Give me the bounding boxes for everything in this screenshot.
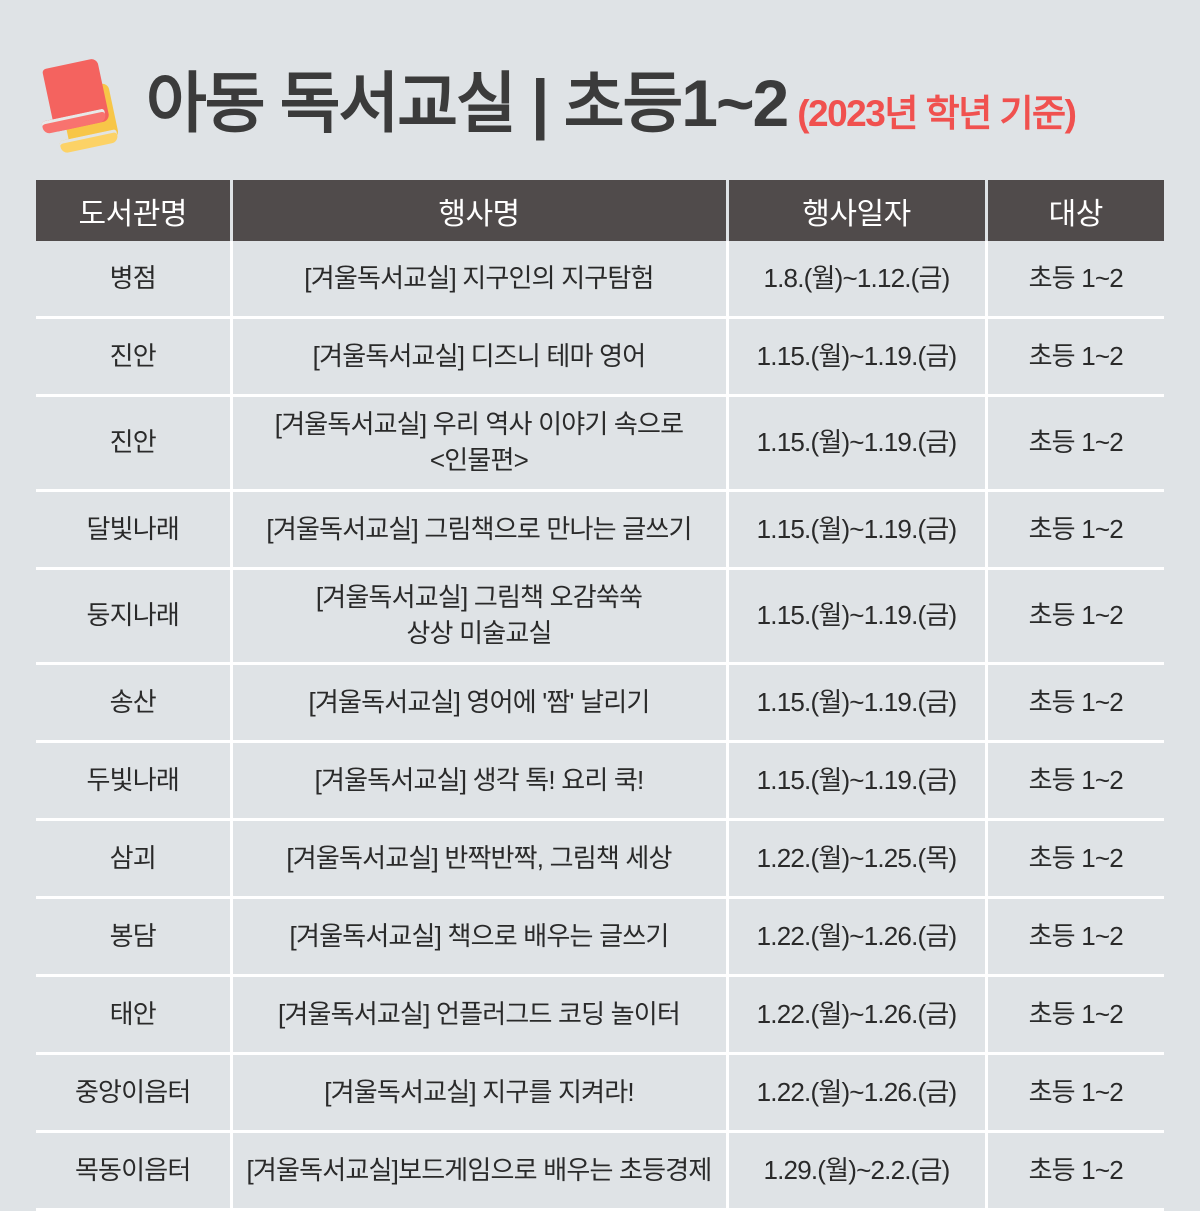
cell-event: [겨울독서교실] 반짝반짝, 그림책 세상 — [231, 819, 729, 899]
cell-event: [겨울독서교실] 그림책으로 만나는 글쓰기 — [231, 490, 729, 570]
page-title-main: 아동 독서교실 | 초등1~2 — [146, 66, 789, 140]
table-row: 둥지나래 [겨울독서교실] 그림책 오감쑥쑥 상상 미술교실 1.15.(월)~1.1… — [36, 568, 1164, 665]
cell-library: 봉담 — [36, 897, 233, 977]
schedule-table: 도서관명 행사명 행사일자 대상 병점 [겨울독서교실] 지구인의 지구탐험 1.8… — [36, 180, 1164, 1211]
table-row: 두빛나래 [겨울독서교실] 생각 톡! 요리 쿡! 1.15.(월)~1.19.(금… — [36, 741, 1164, 821]
stacked-books-icon — [36, 57, 132, 154]
cell-event: [겨울독서교실] 디즈니 테마 영어 — [231, 317, 729, 397]
cell-date: 1.15.(월)~1.19.(금) — [727, 490, 988, 570]
column-header-event: 행사명 — [231, 180, 729, 241]
event-line-2: 상상 미술교실 — [406, 618, 552, 648]
cell-event: [겨울독서교실] 지구를 지켜라! — [231, 1053, 729, 1133]
table-row: 삼괴 [겨울독서교실] 반짝반짝, 그림책 세상 1.22.(월)~1.25.(목)… — [36, 819, 1164, 899]
cell-library: 두빛나래 — [36, 741, 233, 821]
cell-event: [겨울독서교실]보드게임으로 배우는 초등경제 — [231, 1131, 729, 1211]
cell-library: 진안 — [36, 395, 233, 492]
schedule-table-container: 도서관명 행사명 행사일자 대상 병점 [겨울독서교실] 지구인의 지구탐험 1.8… — [36, 180, 1164, 1211]
cell-date: 1.22.(월)~1.26.(금) — [727, 975, 988, 1055]
cell-event: [겨울독서교실] 영어에 '짬' 날리기 — [231, 663, 729, 743]
column-header-library: 도서관명 — [36, 180, 233, 241]
event-line-1: [겨울독서교실] 책으로 배우는 글쓰기 — [289, 920, 670, 951]
page-header: 아동 독서교실 | 초등1~2 (2023년 학년 기준) — [36, 48, 1164, 158]
event-line-1: [겨울독서교실] 우리 역사 이야기 속으로 — [274, 409, 684, 440]
cell-event: [겨울독서교실] 언플러그드 코딩 놀이터 — [231, 975, 729, 1055]
cell-library: 삼괴 — [36, 819, 233, 899]
table-row: 중앙이음터 [겨울독서교실] 지구를 지켜라! 1.22.(월)~1.26.(금) 초… — [36, 1053, 1164, 1133]
table-row: 송산 [겨울독서교실] 영어에 '짬' 날리기 1.15.(월)~1.19.(금) 초… — [36, 663, 1164, 743]
event-line-1: [겨울독서교실] 반짝반짝, 그림책 세상 — [286, 842, 672, 873]
event-line-1: [겨울독서교실] 생각 톡! 요리 쿡! — [314, 764, 645, 795]
cell-library: 둥지나래 — [36, 568, 233, 665]
table-body: 병점 [겨울독서교실] 지구인의 지구탐험 1.8.(월)~1.12.(금) 초등 1… — [36, 241, 1164, 1211]
event-line-1: [겨울독서교실] 언플러그드 코딩 놀이터 — [277, 998, 681, 1029]
cell-date: 1.15.(월)~1.19.(금) — [727, 395, 988, 492]
cell-target: 초등 1~2 — [986, 663, 1164, 743]
cell-library: 목동이음터 — [36, 1131, 233, 1211]
cell-target: 초등 1~2 — [986, 395, 1164, 492]
cell-target: 초등 1~2 — [986, 1131, 1164, 1211]
cell-target: 초등 1~2 — [986, 241, 1164, 319]
cell-library: 달빛나래 — [36, 490, 233, 570]
cell-date: 1.15.(월)~1.19.(금) — [727, 663, 988, 743]
table-row: 진안 [겨울독서교실] 디즈니 테마 영어 1.15.(월)~1.19.(금) 초등 … — [36, 317, 1164, 397]
cell-target: 초등 1~2 — [986, 490, 1164, 570]
cell-event: [겨울독서교실] 생각 톡! 요리 쿡! — [231, 741, 729, 821]
cell-date: 1.8.(월)~1.12.(금) — [727, 241, 988, 319]
cell-library: 송산 — [36, 663, 233, 743]
cell-target: 초등 1~2 — [986, 317, 1164, 397]
table-row: 태안 [겨울독서교실] 언플러그드 코딩 놀이터 1.22.(월)~1.26.(금)… — [36, 975, 1164, 1055]
cell-event: [겨울독서교실] 지구인의 지구탐험 — [231, 241, 729, 319]
event-line-1: [겨울독서교실] 디즈니 테마 영어 — [312, 340, 646, 371]
event-line-1: [겨울독서교실]보드게임으로 배우는 초등경제 — [246, 1154, 713, 1185]
event-line-1: [겨울독서교실] 그림책 오감쑥쑥 — [315, 582, 643, 613]
cell-target: 초등 1~2 — [986, 741, 1164, 821]
cell-library: 진안 — [36, 317, 233, 397]
table-header: 도서관명 행사명 행사일자 대상 — [36, 180, 1164, 241]
cell-event: [겨울독서교실] 책으로 배우는 글쓰기 — [231, 897, 729, 977]
cell-date: 1.22.(월)~1.26.(금) — [727, 897, 988, 977]
cell-library: 태안 — [36, 975, 233, 1055]
cell-date: 1.22.(월)~1.25.(목) — [727, 819, 988, 899]
cell-target: 초등 1~2 — [986, 897, 1164, 977]
event-line-1: [겨울독서교실] 지구를 지켜라! — [324, 1076, 634, 1107]
table-row: 봉담 [겨울독서교실] 책으로 배우는 글쓰기 1.22.(월)~1.26.(금) 초… — [36, 897, 1164, 977]
table-header-row: 도서관명 행사명 행사일자 대상 — [36, 180, 1164, 241]
cell-target: 초등 1~2 — [986, 1053, 1164, 1133]
table-row: 진안 [겨울독서교실] 우리 역사 이야기 속으로 <인물편> 1.15.(월)~1.… — [36, 395, 1164, 492]
cell-date: 1.22.(월)~1.26.(금) — [727, 1053, 988, 1133]
event-line-1: [겨울독서교실] 그림책으로 만나는 글쓰기 — [266, 513, 692, 544]
cell-library: 중앙이음터 — [36, 1053, 233, 1133]
cell-date: 1.15.(월)~1.19.(금) — [727, 317, 988, 397]
table-row: 병점 [겨울독서교실] 지구인의 지구탐험 1.8.(월)~1.12.(금) 초등 1… — [36, 241, 1164, 319]
cell-target: 초등 1~2 — [986, 819, 1164, 899]
page-title: 아동 독서교실 | 초등1~2 (2023년 학년 기준) — [146, 66, 1077, 140]
cell-library: 병점 — [36, 241, 233, 319]
cell-target: 초등 1~2 — [986, 568, 1164, 665]
event-line-2: <인물편> — [429, 445, 529, 475]
cell-date: 1.15.(월)~1.19.(금) — [727, 568, 988, 665]
cell-date: 1.15.(월)~1.19.(금) — [727, 741, 988, 821]
page-title-note: (2023년 학년 기준) — [797, 93, 1077, 134]
event-line-1: [겨울독서교실] 영어에 '짬' 날리기 — [308, 686, 650, 717]
event-line-1: [겨울독서교실] 지구인의 지구탐험 — [304, 262, 654, 293]
column-header-date: 행사일자 — [727, 180, 988, 241]
table-row: 목동이음터 [겨울독서교실]보드게임으로 배우는 초등경제 1.29.(월)~2.2… — [36, 1131, 1164, 1211]
cell-event: [겨울독서교실] 우리 역사 이야기 속으로 <인물편> — [231, 395, 729, 492]
table-row: 달빛나래 [겨울독서교실] 그림책으로 만나는 글쓰기 1.15.(월)~1.19.… — [36, 490, 1164, 570]
cell-target: 초등 1~2 — [986, 975, 1164, 1055]
cell-date: 1.29.(월)~2.2.(금) — [727, 1131, 988, 1211]
column-header-target: 대상 — [986, 180, 1164, 241]
